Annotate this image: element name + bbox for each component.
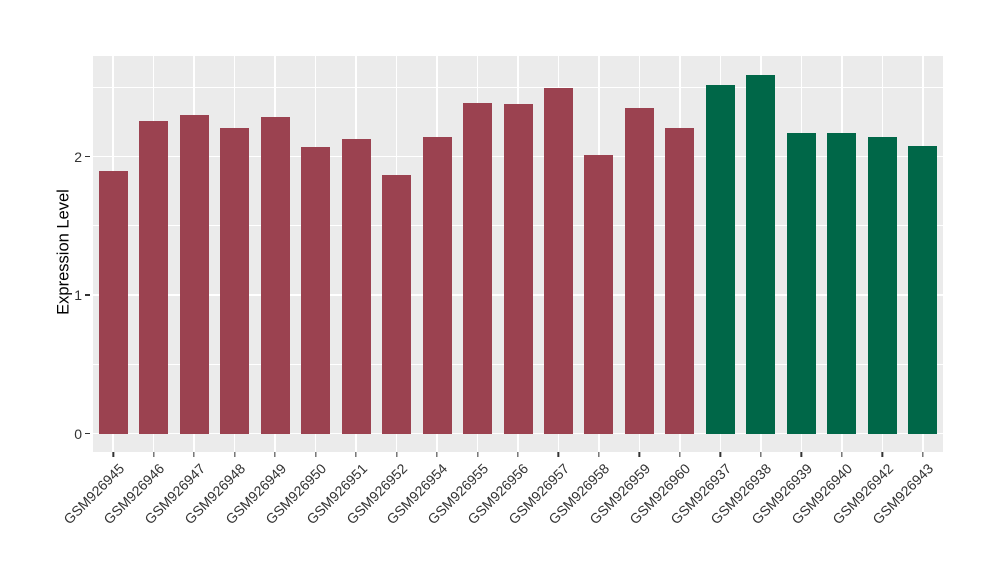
bar-GSM926957 [543,87,573,434]
x-tick-mark [800,452,802,457]
bar-GSM926952 [382,174,412,434]
x-tick-mark [638,452,641,457]
minor-gridline [93,86,943,88]
x-tick-mark [274,452,276,457]
x-tick-mark [598,452,600,457]
bar-GSM926955 [463,102,493,434]
bar-GSM926960 [665,127,695,434]
bar-GSM926958 [584,155,614,434]
y-axis-title: Expression Level [54,189,73,315]
bar-GSM926939 [786,133,816,434]
x-tick-mark [679,452,681,457]
bar-GSM926945 [98,170,128,434]
bar-GSM926948 [220,127,250,434]
x-tick-mark [841,452,843,457]
bar-GSM926956 [503,104,533,434]
x-tick-mark [517,452,519,457]
x-tick-mark [760,452,762,457]
y-tick-label: 2 [74,148,82,165]
x-tick-mark [314,452,317,457]
y-tick-mark [85,156,90,158]
x-tick-mark [193,452,195,457]
x-tick-mark [436,452,438,457]
x-tick-mark [112,452,114,457]
y-tick-mark [85,432,90,435]
x-tick-mark [922,452,924,457]
bar-GSM926942 [867,137,897,434]
y-tick-label: 0 [74,425,82,442]
bar-GSM926954 [422,137,452,434]
bar-GSM926947 [179,115,209,434]
x-tick-mark [395,452,398,457]
bar-GSM926943 [908,145,938,434]
x-tick-mark [355,452,357,457]
x-tick-mark [234,452,236,457]
bar-GSM926949 [260,116,290,434]
bar-GSM926938 [746,75,776,434]
bar-GSM926950 [301,147,331,434]
y-tick-label: 1 [74,287,82,304]
bar-GSM926946 [139,120,169,434]
x-tick-mark [881,452,883,457]
x-tick-mark [557,452,560,457]
bar-GSM926937 [705,84,735,434]
y-tick-mark [85,294,90,296]
x-tick-mark [153,452,155,457]
bar-GSM926959 [624,108,654,434]
bar-GSM926951 [341,138,371,434]
plot-panel [93,56,943,452]
major-gridline [93,432,943,435]
x-tick-mark [476,452,479,457]
x-tick-mark [719,452,722,457]
bar-GSM926940 [827,133,857,434]
